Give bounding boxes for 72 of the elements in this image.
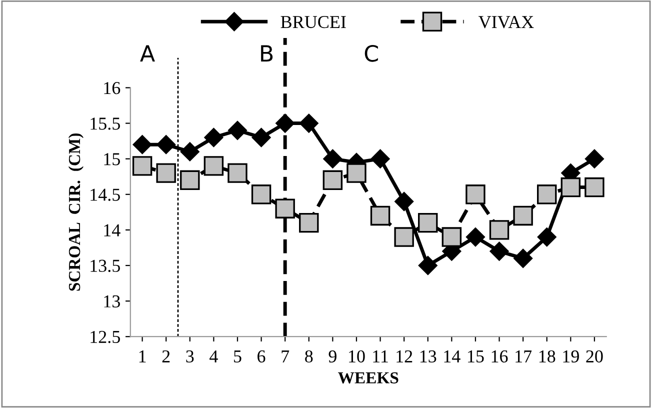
point — [346, 163, 366, 183]
legend-label: BRUCEI — [280, 16, 346, 28]
point — [490, 242, 509, 261]
point — [442, 227, 462, 247]
point — [394, 227, 414, 247]
x-tick-label: 19 — [563, 350, 579, 362]
x-tick-label: 18 — [539, 350, 556, 362]
y-tick-label: 14.5 — [90, 188, 120, 201]
x-tick-label: 11 — [373, 350, 388, 362]
x-tick-label: 15 — [468, 350, 484, 362]
text: B — [261, 45, 273, 62]
point — [180, 142, 200, 162]
point — [584, 177, 604, 198]
x-tick-label: 20 — [586, 350, 603, 362]
point — [180, 170, 200, 190]
y-axis-title: SCROAL CIR. (CM) — [68, 133, 84, 291]
point — [466, 184, 486, 204]
point — [132, 156, 152, 176]
point — [204, 128, 224, 148]
x-tick-label: 10 — [349, 350, 365, 362]
x-tick-label: 13 — [420, 350, 436, 362]
point — [156, 163, 176, 183]
x-tick-label: 7 — [282, 350, 290, 362]
point — [560, 177, 581, 198]
x-tick-label: 4 — [210, 350, 218, 362]
point — [322, 170, 343, 190]
y-tick-label: 13.5 — [90, 260, 120, 272]
point — [204, 156, 224, 176]
point — [323, 149, 342, 168]
point — [252, 128, 271, 148]
point — [418, 212, 438, 233]
point — [299, 212, 319, 233]
x-tick-label: 5 — [234, 350, 242, 362]
x-tick-label: 17 — [516, 350, 532, 362]
x-tick-label: 16 — [492, 350, 508, 362]
x-tick-label: 14 — [444, 350, 460, 362]
y-tick-label: 13 — [104, 295, 120, 308]
point — [370, 149, 390, 168]
x-tick-label: 6 — [258, 350, 266, 362]
point — [394, 192, 414, 212]
text: A — [140, 45, 155, 62]
point — [251, 184, 272, 204]
point — [132, 135, 152, 154]
point — [584, 149, 604, 168]
x-tick-label: 2 — [162, 350, 170, 362]
point — [537, 228, 556, 247]
y-tick-label: 12.5 — [90, 330, 120, 344]
point — [466, 228, 486, 247]
point — [537, 184, 557, 204]
x-tick-label: 9 — [328, 350, 336, 362]
x-axis-title: WEEKS — [338, 372, 398, 384]
point — [514, 248, 533, 268]
y-tick-label: 16 — [104, 82, 120, 94]
y-tick-label: 14 — [104, 224, 120, 236]
point — [489, 220, 510, 240]
point — [418, 256, 438, 276]
point — [275, 198, 295, 218]
point — [513, 206, 533, 226]
x-tick-label: 12 — [396, 350, 412, 362]
text: C — [364, 45, 378, 62]
x-tick-label: 1 — [139, 350, 146, 362]
x-tick-label: 3 — [186, 350, 194, 362]
point — [276, 114, 295, 133]
point — [228, 163, 248, 183]
point — [370, 206, 390, 226]
x-tick-label: 8 — [305, 350, 313, 362]
point — [299, 114, 318, 133]
point — [228, 120, 248, 140]
y-tick-label: 15.5 — [90, 118, 120, 130]
point — [156, 135, 176, 154]
legend-label: VIVAX — [478, 16, 534, 28]
y-tick-label: 15 — [104, 153, 120, 166]
